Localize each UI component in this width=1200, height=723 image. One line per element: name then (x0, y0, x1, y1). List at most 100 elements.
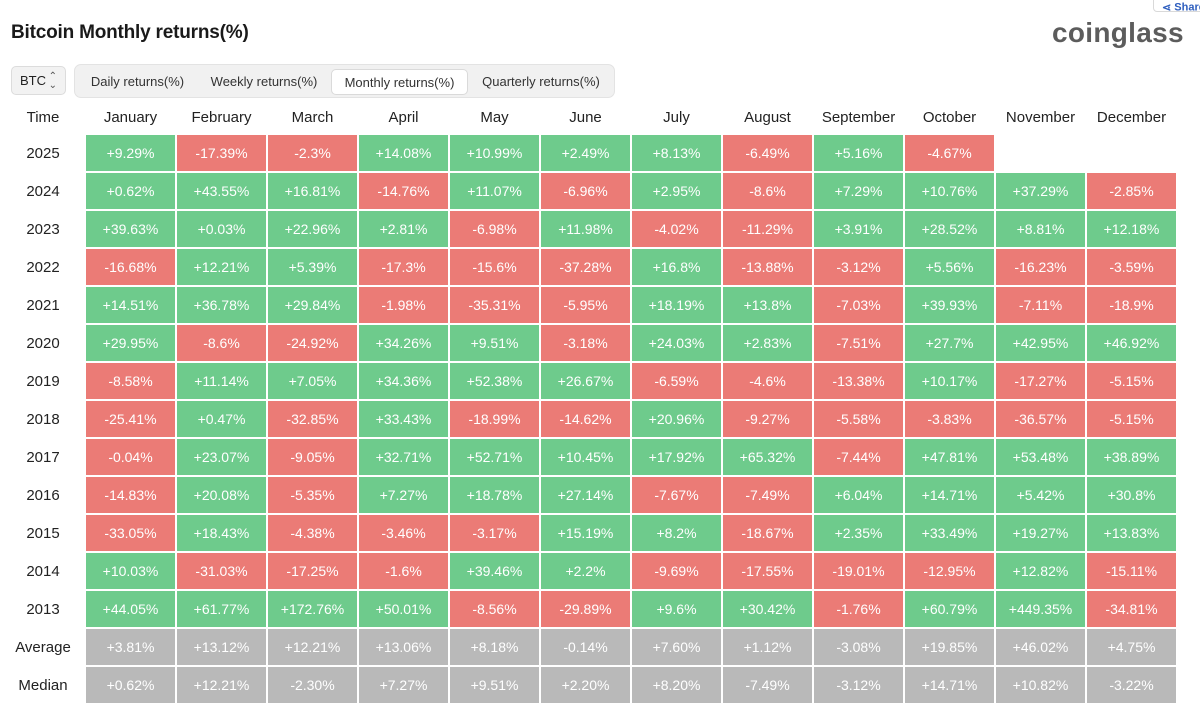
returns-period-tabs: Daily returns(%) Weekly returns(%) Month… (74, 64, 615, 98)
return-cell: +5.16% (814, 135, 903, 173)
tab-monthly-returns[interactable]: Monthly returns(%) (331, 69, 468, 95)
tab-daily-returns[interactable]: Daily returns(%) (90, 74, 185, 89)
return-cell: +13.12% (177, 629, 266, 667)
return-cell: +42.95% (996, 325, 1085, 363)
return-cell: -16.23% (996, 249, 1085, 287)
return-cell: +5.56% (905, 249, 994, 287)
return-cell: -0.04% (86, 439, 175, 477)
row-label: 2014 (2, 553, 84, 591)
return-cell: -19.01% (814, 553, 903, 591)
return-cell: +9.29% (86, 135, 175, 173)
return-cell: +16.8% (632, 249, 721, 287)
return-cell: -2.3% (268, 135, 357, 173)
return-cell: -3.22% (1087, 667, 1176, 705)
return-cell: +9.51% (450, 325, 539, 363)
table-row: 2015 -33.05% +18.43% -4.38% -3.46% -3.17% +15.… (2, 515, 1176, 553)
return-cell: +2.81% (359, 211, 448, 249)
return-cell: +60.79% (905, 591, 994, 629)
return-cell: +12.21% (177, 249, 266, 287)
return-cell: +30.42% (723, 591, 812, 629)
return-cell: -8.56% (450, 591, 539, 629)
return-cell: +1.12% (723, 629, 812, 667)
return-cell: -3.12% (814, 667, 903, 705)
return-cell: +28.52% (905, 211, 994, 249)
return-cell: +7.27% (359, 667, 448, 705)
return-cell: +43.55% (177, 173, 266, 211)
return-cell: +18.43% (177, 515, 266, 553)
return-cell: +36.78% (177, 287, 266, 325)
return-cell: +46.92% (1087, 325, 1176, 363)
return-cell: +10.82% (996, 667, 1085, 705)
return-cell: +17.92% (632, 439, 721, 477)
return-cell: +2.95% (632, 173, 721, 211)
return-cell: -17.25% (268, 553, 357, 591)
return-cell: -15.11% (1087, 553, 1176, 591)
coin-select[interactable]: BTC ⌃ ⌄ (11, 66, 66, 95)
return-cell: +3.91% (814, 211, 903, 249)
return-cell: -5.15% (1087, 363, 1176, 401)
return-cell: -29.89% (541, 591, 630, 629)
return-cell: +33.43% (359, 401, 448, 439)
return-cell: +20.08% (177, 477, 266, 515)
row-label: 2022 (2, 249, 84, 287)
return-cell: +18.19% (632, 287, 721, 325)
return-cell: -3.83% (905, 401, 994, 439)
return-cell: -2.85% (1087, 173, 1176, 211)
return-cell: +0.62% (86, 667, 175, 705)
return-cell: -18.9% (1087, 287, 1176, 325)
return-cell: +46.02% (996, 629, 1085, 667)
return-cell: +0.47% (177, 401, 266, 439)
return-cell: +11.98% (541, 211, 630, 249)
return-cell: +47.81% (905, 439, 994, 477)
header-july: July (663, 108, 690, 126)
return-cell: -7.67% (632, 477, 721, 515)
return-cell: +24.03% (632, 325, 721, 363)
return-cell: -7.11% (996, 287, 1085, 325)
share-button[interactable]: ⋖ Share (1153, 0, 1200, 14)
tab-weekly-returns[interactable]: Weekly returns(%) (210, 74, 318, 89)
return-cell: +11.07% (450, 173, 539, 211)
return-cell: -18.99% (450, 401, 539, 439)
return-cell: +12.18% (1087, 211, 1176, 249)
return-cell: +9.51% (450, 667, 539, 705)
return-cell: +22.96% (268, 211, 357, 249)
return-cell: -9.27% (723, 401, 812, 439)
table-row: 2018 -25.41% +0.47% -32.85% +33.43% -18.99% -1… (2, 401, 1176, 439)
return-cell: -2.30% (268, 667, 357, 705)
return-cell: -3.59% (1087, 249, 1176, 287)
return-cell: +172.76% (268, 591, 357, 629)
return-cell: +61.77% (177, 591, 266, 629)
return-cell: +10.17% (905, 363, 994, 401)
return-cell: +34.26% (359, 325, 448, 363)
return-cell: +26.67% (541, 363, 630, 401)
header-october: October (922, 108, 977, 126)
return-cell: +53.48% (996, 439, 1085, 477)
return-cell (1087, 135, 1176, 173)
table-row: 2023 +39.63% +0.03% +22.96% +2.81% -6.98% +11.… (2, 211, 1176, 249)
return-cell: +18.78% (450, 477, 539, 515)
return-cell: -1.76% (814, 591, 903, 629)
return-cell: -6.59% (632, 363, 721, 401)
return-cell: -5.95% (541, 287, 630, 325)
return-cell: +39.93% (905, 287, 994, 325)
return-cell: -11.29% (723, 211, 812, 249)
header-time: Time (26, 108, 60, 126)
return-cell: -7.49% (723, 667, 812, 705)
return-cell: -8.6% (723, 173, 812, 211)
header-april: April (388, 108, 419, 126)
return-cell: -9.05% (268, 439, 357, 477)
return-cell: +44.05% (86, 591, 175, 629)
return-cell: +14.71% (905, 477, 994, 515)
return-cell: -0.14% (541, 629, 630, 667)
return-cell: +33.49% (905, 515, 994, 553)
return-cell: +14.71% (905, 667, 994, 705)
tab-quarterly-returns[interactable]: Quarterly returns(%) (482, 74, 600, 89)
return-cell: +4.75% (1087, 629, 1176, 667)
chevron-updown-icon: ⌃ ⌄ (48, 71, 57, 91)
return-cell: +8.18% (450, 629, 539, 667)
return-cell: -1.98% (359, 287, 448, 325)
return-cell: +10.99% (450, 135, 539, 173)
return-cell: -31.03% (177, 553, 266, 591)
return-cell: -5.15% (1087, 401, 1176, 439)
return-cell: -3.12% (814, 249, 903, 287)
